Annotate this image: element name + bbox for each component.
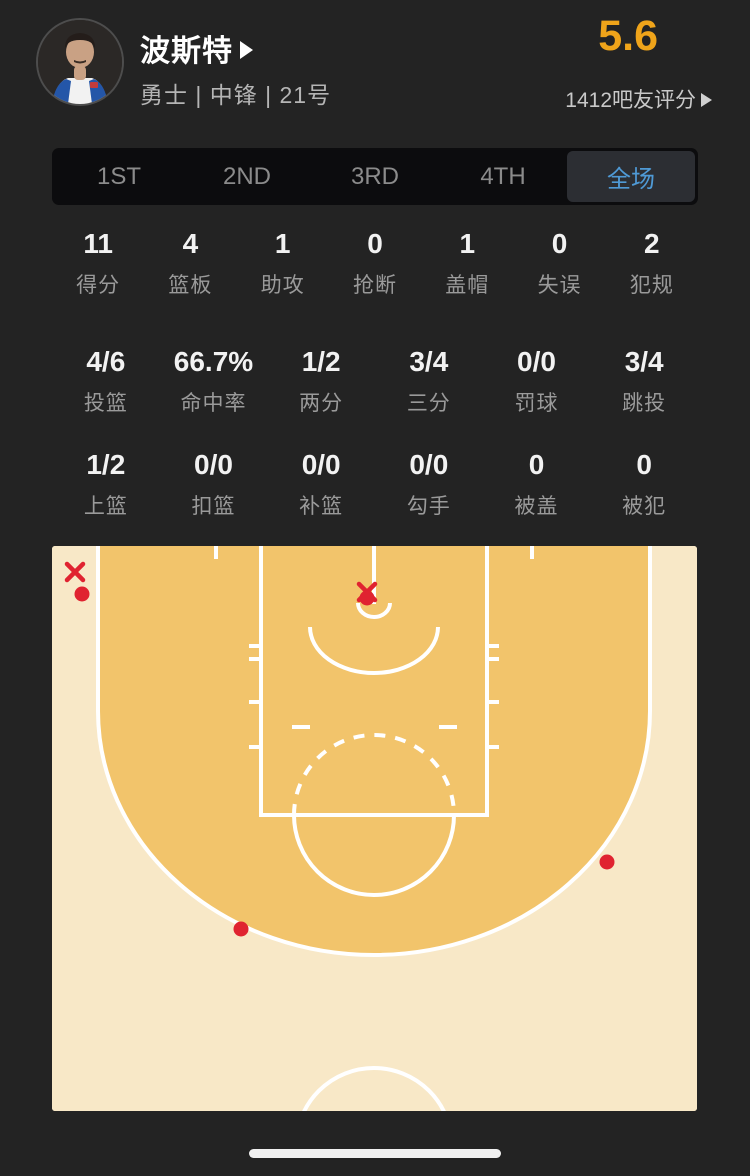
stat-value: 0/0 [194, 449, 233, 480]
stat-fg-pct: 66.7% 命中率 [160, 346, 268, 417]
stat-value: 4/6 [86, 346, 126, 377]
stat-label: 三分 [406, 392, 451, 415]
stat-value: 0/0 [409, 449, 449, 480]
stat-label: 被犯 [622, 495, 667, 518]
expand-arrow-icon [240, 40, 253, 59]
shot-made-marker [233, 921, 249, 937]
stat-value: 0/0 [301, 449, 341, 480]
free-throw-circle-top-dashed [292, 733, 456, 816]
shot-made-marker [74, 586, 90, 602]
stat-label: 命中率 [180, 392, 247, 415]
stat-row-basic: 11 得分 4 篮板 1 助攻 0 抢断 1 盖帽 0 失误 2 犯规 [52, 228, 698, 299]
stat-putbacks: 0/0 补篮 [267, 449, 375, 520]
three-point-line [96, 546, 652, 957]
shot-markers [64, 561, 615, 937]
player-name[interactable]: 波斯特 [140, 26, 253, 70]
stat-label: 抢断 [352, 274, 397, 297]
stat-label: 失误 [537, 274, 582, 297]
stat-value: 0 [367, 228, 383, 259]
stat-label: 犯规 [629, 274, 674, 297]
stat-label: 两分 [299, 392, 344, 415]
rating-value: 5.6 [598, 12, 658, 60]
half-court-circle [302, 1066, 446, 1111]
stat-value: 1 [459, 228, 476, 259]
player-avatar[interactable] [36, 18, 124, 106]
player-photo [38, 20, 122, 104]
stat-value: 2 [644, 228, 660, 259]
tab-full-game[interactable]: 全场 [567, 151, 695, 202]
stat-value: 3/4 [624, 346, 664, 377]
rating-caption-text: 1412吧友评分 [565, 89, 696, 112]
stat-free-throws: 0/0 罚球 [483, 346, 591, 417]
rim-arc [356, 602, 392, 619]
stat-fouled: 0 被犯 [590, 449, 698, 520]
stat-value: 1/2 [301, 346, 341, 377]
shot-made-marker [599, 854, 615, 870]
home-indicator[interactable] [249, 1149, 501, 1158]
stat-label: 得分 [76, 274, 121, 297]
stat-label: 扣篮 [191, 495, 236, 518]
stat-value: 11 [83, 228, 113, 259]
stat-hooks: 0/0 勾手 [375, 449, 483, 520]
stat-row-shot-types: 1/2 上篮 0/0 扣篮 0/0 补篮 0/0 勾手 0 被盖 0 被犯 [52, 449, 698, 520]
stat-value: 0 [528, 449, 545, 480]
shot-chart [52, 546, 697, 1111]
stat-jump-shots: 3/4 跳投 [590, 346, 698, 417]
lane-lines [259, 546, 489, 817]
tab-3rd[interactable]: 3RD [350, 162, 399, 190]
stat-three-pt: 3/4 三分 [375, 346, 483, 417]
halfcourt-diagram [52, 546, 697, 1111]
stat-label: 投篮 [83, 392, 128, 415]
stat-label: 罚球 [514, 392, 559, 415]
tab-4th[interactable]: 4TH [480, 162, 526, 190]
stat-value: 1 [274, 228, 291, 259]
stat-fg: 4/6 投篮 [52, 346, 160, 417]
stat-value: 1/2 [86, 449, 126, 480]
stat-blocked-against: 0 被盖 [483, 449, 591, 520]
player-name-text: 波斯特 [140, 35, 233, 68]
shot-missed-marker [64, 561, 86, 583]
stat-row-shooting: 4/6 投篮 66.7% 命中率 1/2 两分 3/4 三分 0/0 罚球 3/4 跳投 [52, 346, 698, 417]
stat-layups: 1/2 上篮 [52, 449, 160, 520]
quarter-tab-bar: 1ST 2ND 3RD 4TH 全场 [52, 148, 698, 205]
tab-2nd[interactable]: 2ND [222, 162, 271, 190]
stat-label: 助攻 [260, 274, 305, 297]
stat-turnovers: 0 失误 [513, 228, 605, 299]
shot-made-marker [359, 590, 375, 606]
lane-hash-marks-right [487, 644, 499, 749]
stat-label: 被盖 [514, 495, 559, 518]
stat-label: 勾手 [406, 495, 451, 518]
lane-hash-marks-left [249, 644, 261, 749]
rating-link[interactable]: 1412吧友评分 [565, 84, 712, 114]
stat-value: 0/0 [517, 346, 556, 377]
stat-points: 11 得分 [52, 228, 144, 299]
stat-assists: 1 助攻 [237, 228, 329, 299]
stat-label: 盖帽 [445, 274, 490, 297]
stat-value: 3/4 [409, 346, 449, 377]
stat-label: 上篮 [83, 495, 128, 518]
baseline-hash-marks [214, 546, 534, 559]
team-position: 勇士 | 中锋 | 21号 [140, 82, 332, 108]
stat-label: 篮板 [168, 274, 213, 297]
stat-value: 4 [182, 228, 199, 259]
stat-label: 补篮 [299, 495, 344, 518]
stat-label: 跳投 [622, 392, 667, 415]
court-lines [96, 546, 652, 1111]
tab-1st[interactable]: 1ST [96, 162, 141, 190]
court-inside-three-area [98, 546, 650, 955]
stat-value: 0 [551, 228, 568, 259]
free-throw-circle-bottom [292, 814, 456, 897]
stat-rebounds: 4 篮板 [144, 228, 236, 299]
stat-steals: 0 抢断 [329, 228, 421, 299]
stat-two-pt: 1/2 两分 [267, 346, 375, 417]
restricted-area-arc [308, 626, 440, 675]
stat-value: 0 [636, 449, 652, 480]
rating-arrow-icon [701, 93, 712, 107]
stat-value: 66.7% [173, 346, 254, 377]
stat-blocks: 1 盖帽 [421, 228, 513, 299]
stat-fouls: 2 犯规 [606, 228, 698, 299]
stat-dunks: 0/0 扣篮 [160, 449, 268, 520]
